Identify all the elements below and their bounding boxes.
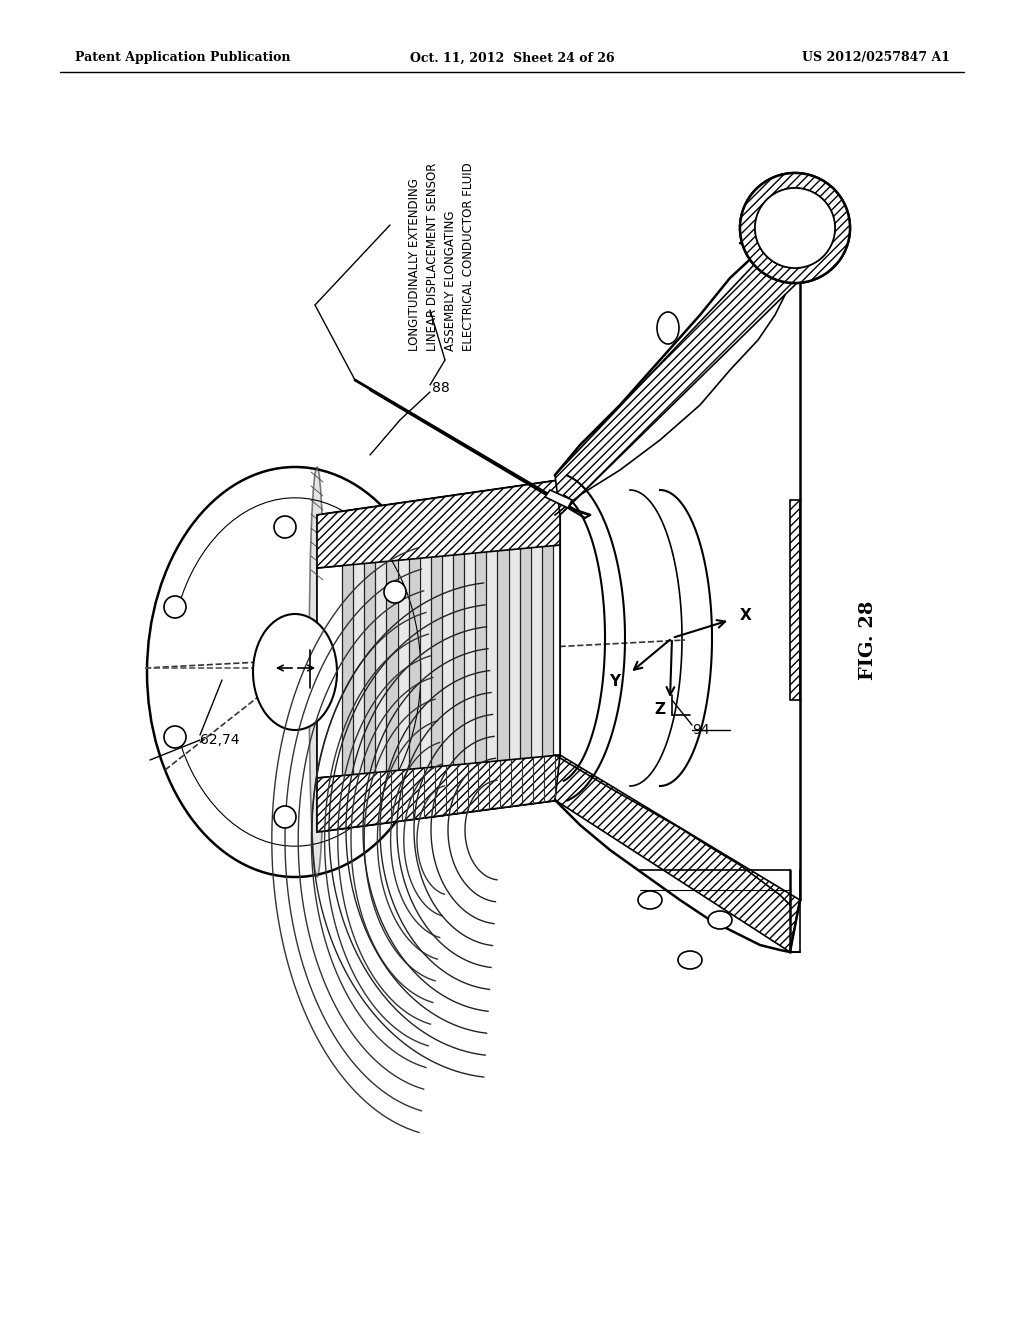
Polygon shape bbox=[386, 503, 397, 822]
Ellipse shape bbox=[274, 516, 296, 539]
Polygon shape bbox=[365, 507, 376, 826]
Polygon shape bbox=[509, 486, 520, 807]
Text: Patent Application Publication: Patent Application Publication bbox=[75, 51, 291, 65]
Polygon shape bbox=[397, 502, 409, 821]
Ellipse shape bbox=[755, 187, 835, 268]
Ellipse shape bbox=[253, 614, 337, 730]
Text: 62,74: 62,74 bbox=[200, 733, 240, 747]
Polygon shape bbox=[542, 480, 553, 803]
Ellipse shape bbox=[164, 597, 186, 618]
Ellipse shape bbox=[638, 891, 662, 909]
Ellipse shape bbox=[164, 726, 186, 748]
Polygon shape bbox=[453, 494, 464, 814]
Text: US 2012/0257847 A1: US 2012/0257847 A1 bbox=[802, 51, 950, 65]
Polygon shape bbox=[376, 506, 386, 824]
Ellipse shape bbox=[274, 807, 296, 828]
Ellipse shape bbox=[740, 173, 850, 282]
Text: LONGITUDINALLY EXTENDING
LINEAR DISPLACEMENT SENSOR
ASSEMBLY ELONGATING
ELECTRIC: LONGITUDINALLY EXTENDING LINEAR DISPLACE… bbox=[408, 162, 475, 351]
Text: Y: Y bbox=[609, 675, 620, 689]
Text: FIG. 28: FIG. 28 bbox=[859, 601, 877, 680]
Ellipse shape bbox=[657, 312, 679, 345]
Polygon shape bbox=[431, 498, 442, 817]
Polygon shape bbox=[442, 495, 453, 816]
Text: Oct. 11, 2012  Sheet 24 of 26: Oct. 11, 2012 Sheet 24 of 26 bbox=[410, 51, 614, 65]
Ellipse shape bbox=[708, 911, 732, 929]
Ellipse shape bbox=[147, 467, 443, 876]
Polygon shape bbox=[317, 480, 560, 832]
Polygon shape bbox=[555, 232, 800, 515]
Polygon shape bbox=[317, 480, 560, 568]
Ellipse shape bbox=[755, 187, 835, 268]
Polygon shape bbox=[790, 500, 800, 700]
Ellipse shape bbox=[309, 467, 325, 876]
Ellipse shape bbox=[678, 950, 702, 969]
Polygon shape bbox=[353, 508, 365, 828]
Ellipse shape bbox=[384, 581, 406, 603]
Polygon shape bbox=[409, 500, 420, 820]
Text: 88: 88 bbox=[432, 381, 450, 395]
Ellipse shape bbox=[740, 173, 850, 282]
Polygon shape bbox=[486, 488, 498, 809]
Polygon shape bbox=[317, 545, 560, 777]
Polygon shape bbox=[475, 491, 486, 812]
Polygon shape bbox=[545, 490, 572, 508]
Polygon shape bbox=[555, 755, 800, 952]
Polygon shape bbox=[530, 483, 542, 804]
Polygon shape bbox=[317, 755, 560, 832]
Polygon shape bbox=[498, 487, 509, 808]
Polygon shape bbox=[520, 484, 530, 805]
Text: 94: 94 bbox=[692, 723, 710, 737]
Polygon shape bbox=[464, 492, 475, 813]
Polygon shape bbox=[342, 510, 353, 829]
Polygon shape bbox=[420, 499, 431, 818]
Text: X: X bbox=[740, 609, 752, 623]
Text: Z: Z bbox=[654, 702, 665, 718]
